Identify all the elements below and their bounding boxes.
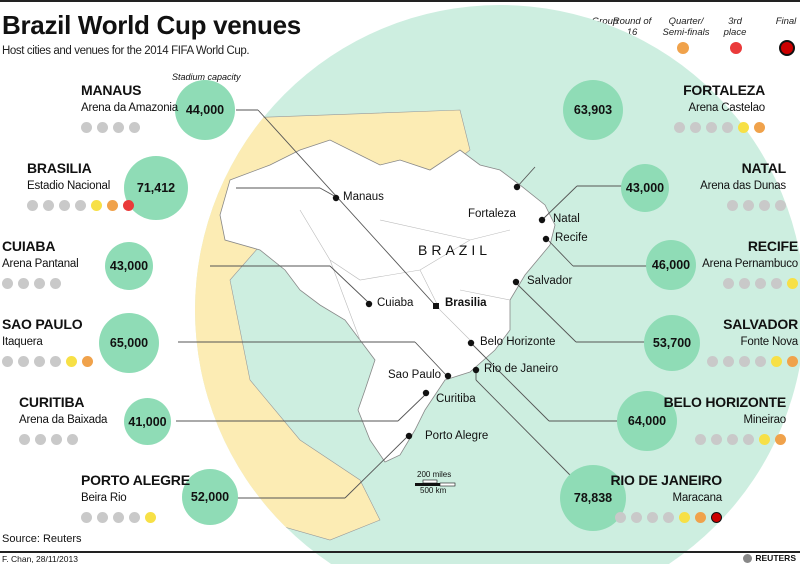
venue-salvador: SALVADOR Fonte Nova (707, 316, 798, 367)
venue-fortaleza: FORTALEZA Arena Castelao (674, 82, 765, 133)
stadium-name: Arena da Baixada (19, 414, 108, 426)
games-dots (700, 200, 786, 211)
games-dots (2, 278, 78, 289)
source-note: Source: Reuters (2, 533, 82, 545)
page-subtitle: Host cities and venues for the 2014 FIFA… (2, 45, 250, 57)
country-label: BRAZIL (418, 242, 492, 258)
map-label-fortaleza: Fortaleza (468, 208, 516, 220)
city-name: FORTALEZA (683, 82, 765, 98)
stadium-name: Itaquera (2, 336, 43, 348)
map-label-curitiba: Curitiba (436, 393, 476, 405)
venue-porto-alegre: PORTO ALEGRE Beira Rio (81, 472, 190, 523)
city-name: RECIFE (747, 238, 798, 254)
venue-sao-paulo: SAO PAULO Itaquera (2, 316, 93, 367)
city-name: CUIABA (2, 238, 56, 254)
legend-third-label: 3rd place (723, 16, 747, 38)
games-dots (2, 356, 93, 367)
games-dots (664, 434, 786, 445)
city-name: BELO HORIZONTE (663, 394, 787, 410)
capacity-bubble-fortaleza: 63,903 (563, 80, 623, 140)
brazil-landmass (219, 139, 556, 463)
city-name: MANAUS (81, 82, 142, 98)
legend-final-label: Final (775, 16, 797, 27)
games-dots (610, 512, 722, 523)
map-label-cuiaba: Cuiaba (377, 297, 414, 309)
capacity-bubble-cuiaba: 43,000 (105, 242, 153, 290)
city-name: SALVADOR (723, 316, 798, 332)
legend-qf-label: Quarter/ Semi-finals (662, 16, 710, 38)
stadium-name: Fonte Nova (740, 336, 799, 348)
bottom-rule (0, 551, 800, 553)
capacity-bubble-recife: 46,000 (646, 240, 696, 290)
connector-lines (176, 109, 648, 499)
scale-label: 200 miles 500 km (415, 470, 451, 495)
games-dots (81, 512, 190, 523)
venue-belo-horizonte: BELO HORIZONTE Mineirao (664, 394, 786, 445)
city-name: RIO DE JANEIRO (610, 472, 722, 488)
capacity-bubble-porto-alegre: 52,000 (182, 469, 238, 525)
map-label-brasilia: Brasilia (445, 297, 487, 309)
legend-final-dot (779, 40, 795, 56)
scale-miles: 200 miles (417, 470, 452, 479)
stadium-capacity-label: Stadium capacity (172, 72, 241, 82)
city-name: SAO PAULO (2, 316, 83, 332)
stadium-name: Arena da Amazonia (81, 102, 178, 114)
games-dots (27, 200, 134, 211)
map-label-sao-paulo: Sao Paulo (388, 369, 442, 381)
capacity-bubble-brasilia: 71,412 (124, 156, 188, 220)
stadium-name: Arena das Dunas (700, 180, 786, 192)
map-label-salvador: Salvador (527, 275, 573, 287)
games-dots (81, 122, 178, 133)
legend-r16-label: Round of 16 (612, 16, 652, 38)
stadium-name: Maracana (672, 492, 722, 504)
venue-recife: RECIFE Arena Pernambuco (702, 238, 798, 289)
legend-qf-dot (677, 42, 689, 54)
map-label-porto-alegre: Porto Alegre (425, 430, 489, 442)
reuters-logo: REUTERS (743, 553, 796, 563)
city-name: PORTO ALEGRE (81, 472, 190, 488)
capacity-bubble-manaus: 44,000 (175, 80, 235, 140)
capacity-bubble-belo-horizonte: 64,000 (617, 391, 677, 451)
stadium-name: Estadio Nacional (27, 180, 111, 192)
stadium-name: Beira Rio (81, 492, 127, 504)
capacity-bubble-natal: 43,000 (621, 164, 669, 212)
venue-rio-de-janeiro: RIO DE JANEIRO Maracana (610, 472, 722, 523)
legend-third-dot (730, 42, 742, 54)
map-label-belo-horizonte: Belo Horizonte (480, 336, 556, 348)
venue-cuiaba: CUIABA Arena Pantanal (2, 238, 79, 289)
credit-line: F. Chan, 28/11/2013 (2, 554, 78, 564)
stadium-name: Arena Pernambuco (702, 258, 798, 270)
top-rule (0, 0, 800, 2)
city-markers (332, 183, 550, 440)
games-dots (674, 122, 765, 133)
venue-brasilia: BRASILIA Estadio Nacional (27, 160, 134, 211)
map-label-rio-de-janeiro: Rio de Janeiro (484, 363, 559, 375)
capacity-bubble-sao-paulo: 65,000 (99, 313, 159, 373)
venue-manaus: MANAUS Arena da Amazonia (81, 82, 178, 133)
city-name: NATAL (741, 160, 787, 176)
capacity-bubble-salvador: 53,700 (644, 315, 700, 371)
games-dots (19, 434, 107, 445)
page-title: Brazil World Cup venues (2, 10, 301, 40)
games-dots (707, 356, 798, 367)
stadium-name: Mineirao (743, 414, 786, 426)
map-label-manaus: Manaus (343, 191, 384, 203)
scale-km: 500 km (420, 486, 447, 495)
map-label-recife: Recife (555, 232, 588, 244)
stadium-name: Arena Pantanal (2, 258, 79, 270)
reuters-icon (743, 553, 753, 563)
reuters-wordmark: REUTERS (755, 553, 796, 563)
stadium-name: Arena Castelao (688, 102, 766, 114)
city-name: BRASILIA (27, 160, 92, 176)
capacity-bubble-curitiba: 41,000 (124, 398, 171, 445)
games-dots (702, 278, 798, 289)
venue-curitiba: CURITIBA Arena da Baixada (19, 394, 107, 445)
venue-natal: NATAL Arena das Dunas (700, 160, 786, 211)
city-name: CURITIBA (19, 394, 85, 410)
map-label-natal: Natal (553, 213, 580, 225)
scale-bar (415, 479, 456, 487)
